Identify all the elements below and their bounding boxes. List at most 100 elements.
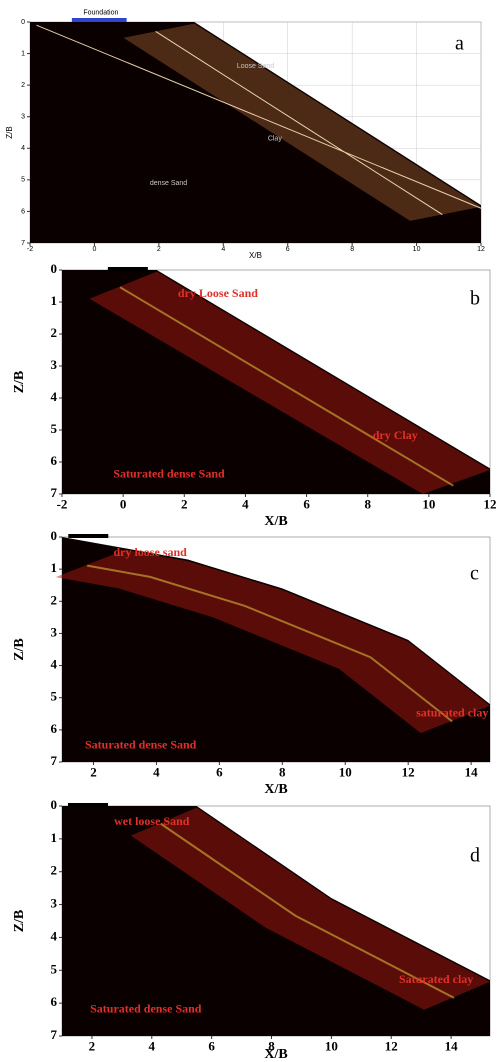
y-tick-label: 0 — [51, 528, 58, 543]
y-axis-label: Z/B — [5, 126, 14, 138]
y-tick-label: 7 — [51, 485, 58, 500]
x-tick-label: 12 — [484, 497, 497, 512]
annotation: Saturated dense Sand — [90, 1001, 202, 1015]
annotation: saturated clay — [416, 706, 488, 720]
y-tick-label: 1 — [51, 830, 58, 845]
x-tick-label: 10 — [413, 246, 421, 253]
soil — [30, 22, 481, 243]
y-tick-label: 2 — [51, 592, 58, 607]
annotation: dry Loose Sand — [178, 286, 258, 300]
x-tick-label: 6 — [216, 765, 223, 780]
panel-label: c — [470, 563, 479, 585]
annotation: Loose Sand — [237, 63, 274, 70]
x-tick-label: 2 — [181, 497, 188, 512]
foundation — [107, 267, 148, 271]
panel-label: d — [470, 845, 480, 867]
y-tick-label: 3 — [51, 357, 58, 372]
x-tick-label: 4 — [153, 765, 160, 780]
x-axis-label: X/B — [264, 782, 287, 797]
annotation: Saturated dense Sand — [85, 738, 197, 752]
x-tick-label: 14 — [445, 1039, 459, 1054]
y-axis-label: Z/B — [12, 638, 27, 661]
y-tick-label: 3 — [51, 896, 58, 911]
shear-band — [119, 286, 454, 487]
y-tick-label: 1 — [51, 293, 58, 308]
x-tick-label: 0 — [120, 497, 127, 512]
annotation: Foundation — [83, 9, 118, 16]
y-tick-label: 5 — [51, 961, 58, 976]
panel-label: b — [470, 288, 480, 310]
y-tick-label: 7 — [51, 753, 58, 768]
y-tick-label: 7 — [21, 240, 25, 247]
y-tick-label: 4 — [51, 657, 58, 672]
y-tick-label: 6 — [51, 721, 58, 736]
y-tick-label: 2 — [21, 82, 25, 89]
annotation: wet loose Sand — [114, 814, 190, 828]
y-tick-label: 7 — [51, 1027, 58, 1042]
x-tick-label: 2 — [89, 1039, 96, 1054]
y-tick-label: 6 — [51, 453, 58, 468]
annotation: dense Sand — [150, 180, 187, 187]
y-tick-label: 2 — [51, 325, 58, 340]
y-tick-label: 5 — [21, 177, 25, 184]
y-tick-label: 5 — [51, 689, 58, 704]
x-axis-label: X/B — [249, 251, 262, 260]
y-tick-label: 0 — [21, 19, 25, 26]
y-tick-label: 5 — [51, 421, 58, 436]
x-tick-label: 6 — [208, 1039, 215, 1054]
y-tick-label: 3 — [51, 624, 58, 639]
x-tick-label: 6 — [286, 246, 290, 253]
x-tick-label: 10 — [422, 497, 435, 512]
shear-band — [87, 564, 453, 723]
y-tick-label: 6 — [21, 208, 25, 215]
x-tick-label: -2 — [57, 497, 68, 512]
x-tick-label: 8 — [350, 246, 354, 253]
foundation — [71, 18, 127, 22]
y-tick-label: 4 — [51, 928, 58, 943]
layer-line — [36, 24, 482, 209]
foundation — [67, 803, 108, 807]
x-tick-label: 4 — [242, 497, 249, 512]
panel-label: a — [455, 33, 464, 55]
shear-zone — [89, 271, 490, 494]
annotation: dry loose sand — [113, 545, 187, 559]
x-tick-label: 12 — [385, 1039, 398, 1054]
y-axis-label: Z/B — [12, 371, 27, 394]
shear-band — [155, 31, 443, 216]
x-axis-label: X/B — [264, 1047, 287, 1062]
x-tick-label: 2 — [157, 246, 161, 253]
y-tick-label: 4 — [51, 389, 58, 404]
shear-band — [160, 822, 455, 999]
annotation: Saturated dense Sand — [113, 467, 225, 481]
y-tick-label: 1 — [51, 560, 58, 575]
x-tick-label: 14 — [465, 765, 479, 780]
y-tick-label: 2 — [51, 863, 58, 878]
foundation — [68, 534, 109, 538]
y-tick-label: 0 — [51, 797, 58, 812]
y-tick-label: 4 — [21, 145, 25, 152]
x-tick-label: 8 — [268, 1039, 275, 1054]
y-tick-label: 3 — [21, 114, 25, 121]
x-tick-label: 0 — [92, 246, 96, 253]
y-tick-label: 6 — [51, 994, 58, 1009]
x-tick-label: 4 — [149, 1039, 156, 1054]
annotation: Saturated clay — [399, 972, 473, 986]
x-tick-label: 10 — [339, 765, 352, 780]
x-tick-label: 4 — [221, 246, 225, 253]
shear-zone — [55, 549, 491, 734]
x-tick-label: 8 — [364, 497, 371, 512]
shear-zone — [130, 807, 490, 1010]
x-tick-label: 2 — [90, 765, 97, 780]
y-axis-label: Z/B — [12, 910, 27, 933]
x-tick-label: 12 — [402, 765, 415, 780]
x-tick-label: 12 — [477, 246, 485, 253]
y-tick-label: 1 — [21, 50, 25, 57]
panel: -2 0 2 4 6 8 10 1201234567X/BZ/BaFoundationLoos… — [5, 9, 485, 260]
x-tick-label: 8 — [279, 765, 286, 780]
x-axis-label: X/B — [264, 514, 287, 529]
